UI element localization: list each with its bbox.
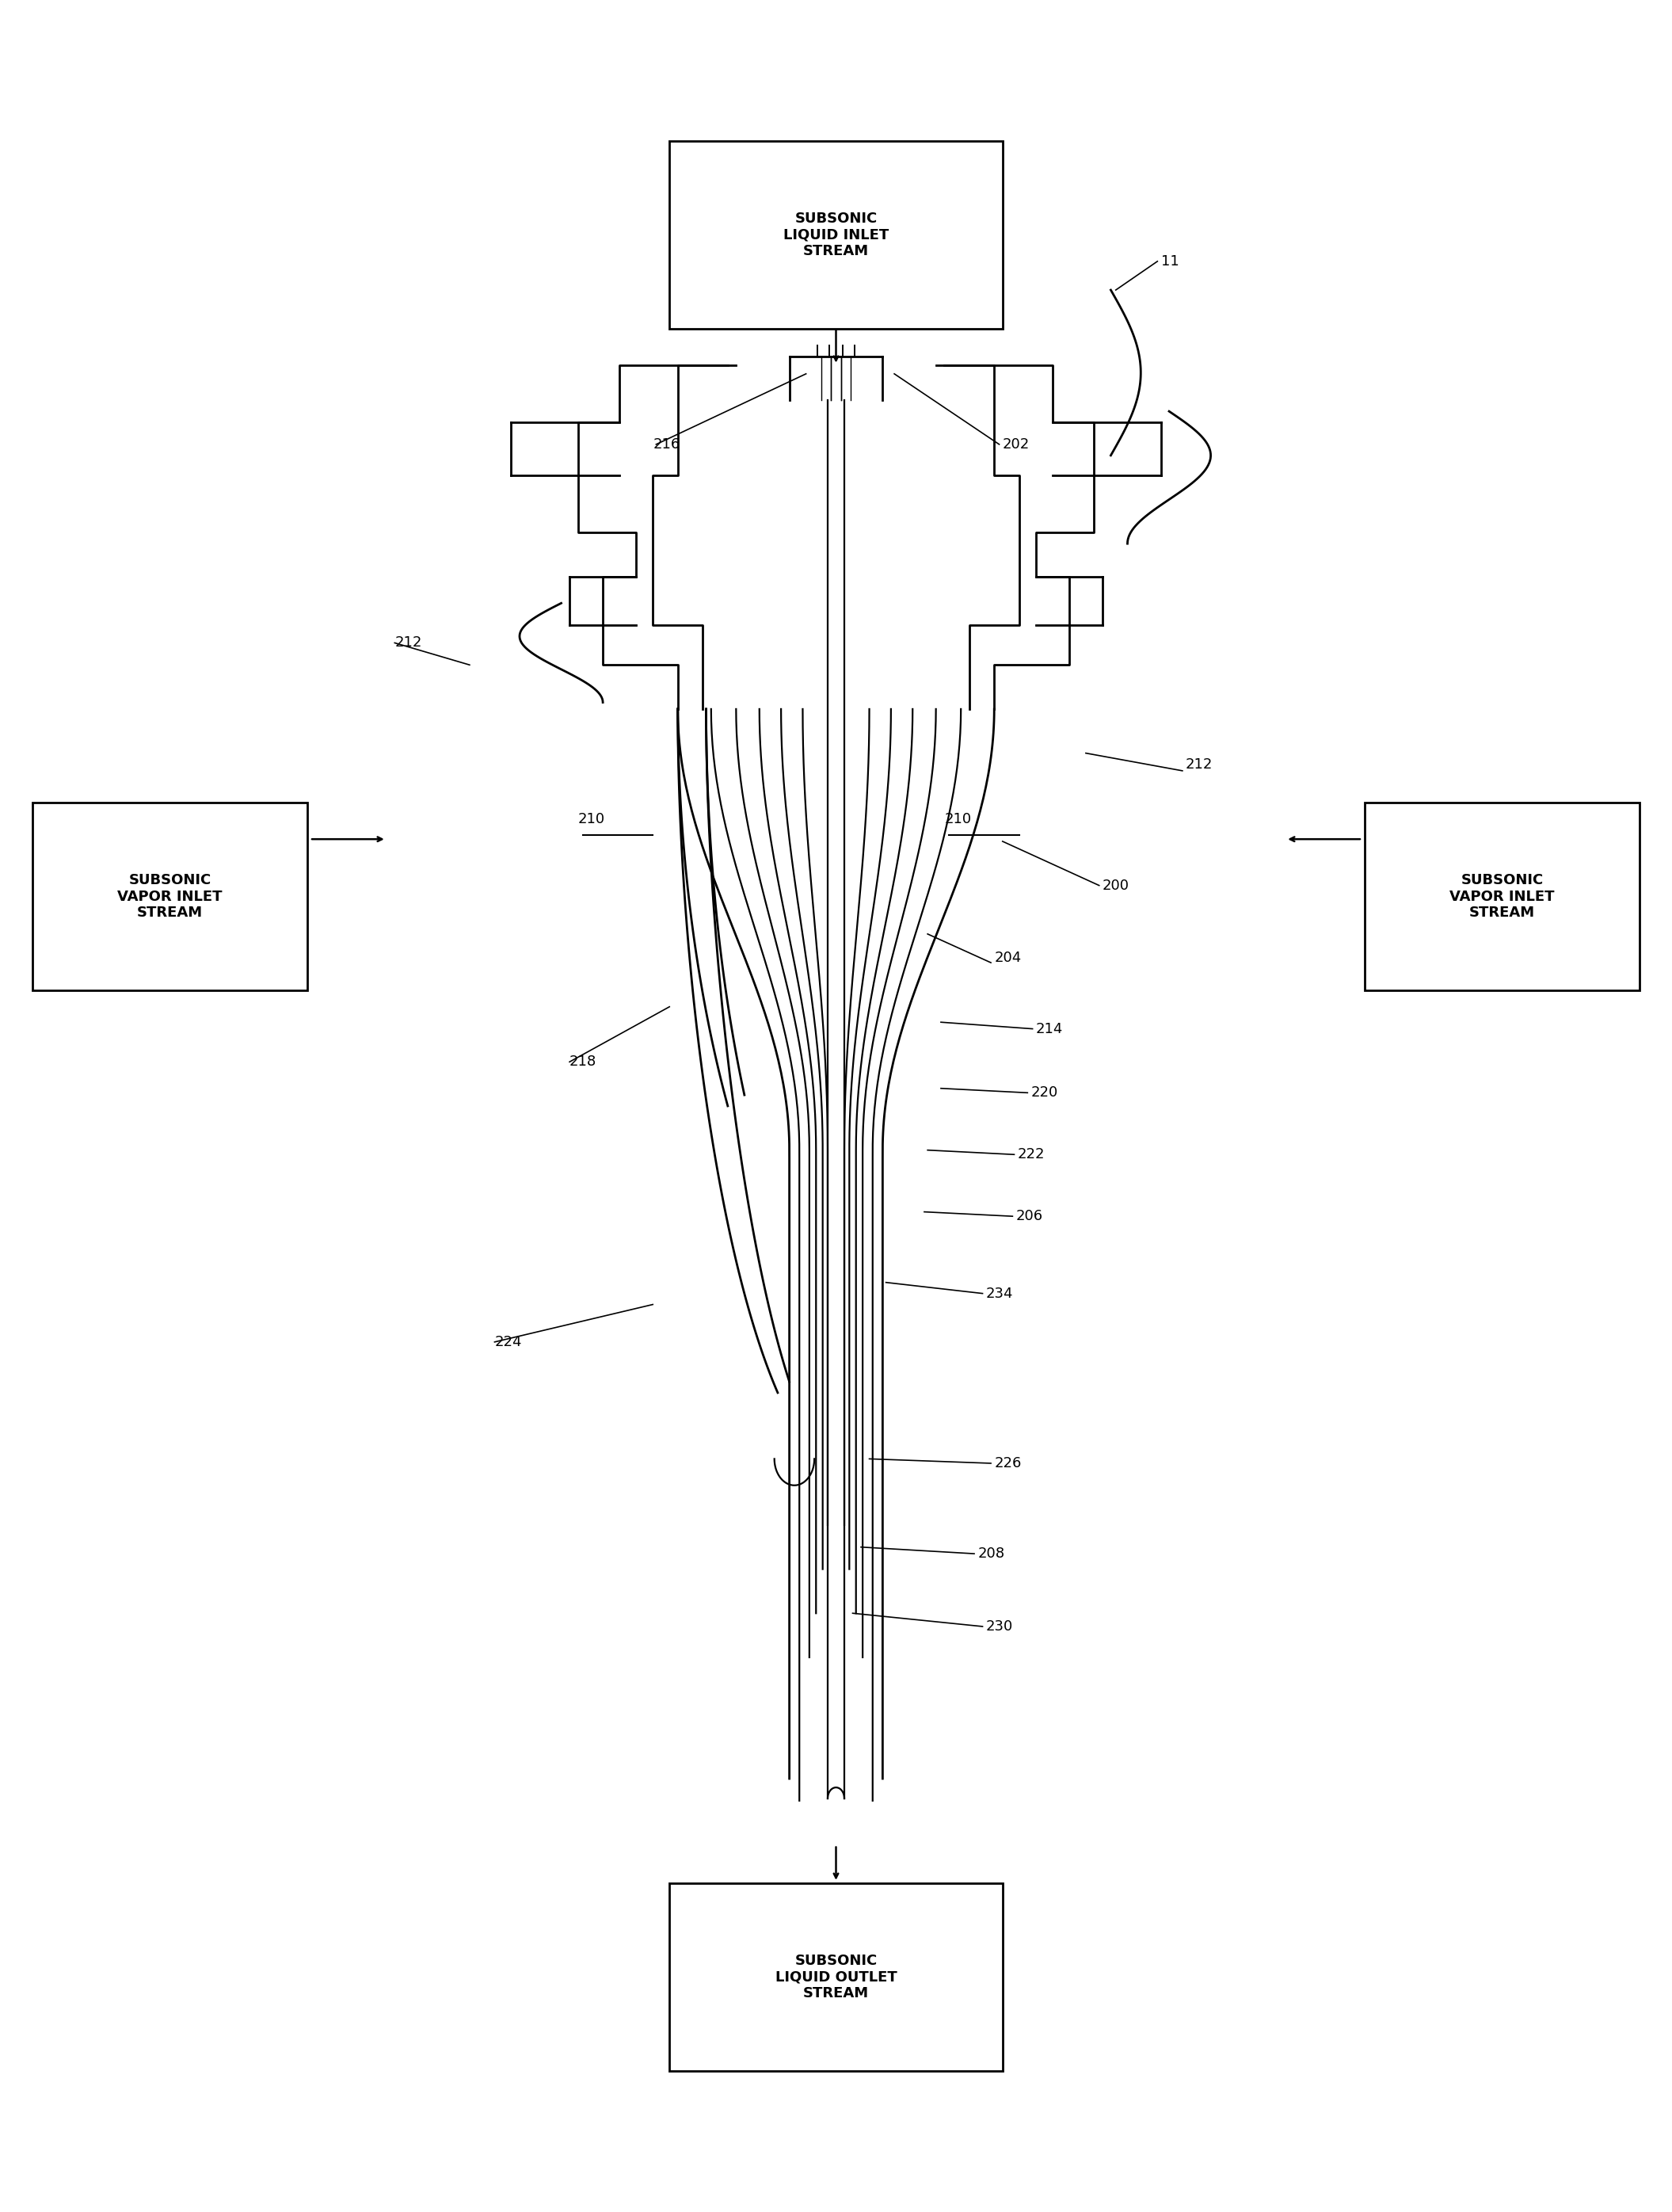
Text: 234: 234 — [986, 1287, 1013, 1301]
Bar — [1364, 803, 1640, 991]
Text: 212: 212 — [395, 635, 421, 650]
Bar — [32, 803, 308, 991]
Text: 210: 210 — [945, 812, 971, 827]
Text: 11: 11 — [1160, 254, 1179, 268]
Text: 230: 230 — [986, 1619, 1013, 1635]
Text: 210: 210 — [579, 812, 605, 827]
Text: 208: 208 — [978, 1546, 1005, 1562]
Bar — [669, 142, 1003, 330]
Text: 224: 224 — [495, 1334, 522, 1349]
Text: 214: 214 — [1037, 1022, 1063, 1035]
Text: 226: 226 — [995, 1455, 1022, 1471]
Text: 216: 216 — [652, 438, 681, 451]
Text: 206: 206 — [1017, 1210, 1043, 1223]
Text: 212: 212 — [1185, 757, 1212, 772]
Text: SUBSONIC
VAPOR INLET
STREAM: SUBSONIC VAPOR INLET STREAM — [1450, 874, 1555, 920]
Text: 202: 202 — [1003, 438, 1030, 451]
Bar — [669, 1882, 1003, 2070]
Text: SUBSONIC
LIQUID OUTLET
STREAM: SUBSONIC LIQUID OUTLET STREAM — [776, 1953, 896, 2000]
Text: 218: 218 — [570, 1055, 597, 1068]
Text: 220: 220 — [1032, 1086, 1058, 1099]
Text: 204: 204 — [995, 951, 1022, 964]
Text: 222: 222 — [1018, 1148, 1045, 1161]
Text: SUBSONIC
LIQUID INLET
STREAM: SUBSONIC LIQUID INLET STREAM — [782, 212, 890, 259]
Text: SUBSONIC
VAPOR INLET
STREAM: SUBSONIC VAPOR INLET STREAM — [117, 874, 222, 920]
Text: 200: 200 — [1102, 878, 1129, 894]
